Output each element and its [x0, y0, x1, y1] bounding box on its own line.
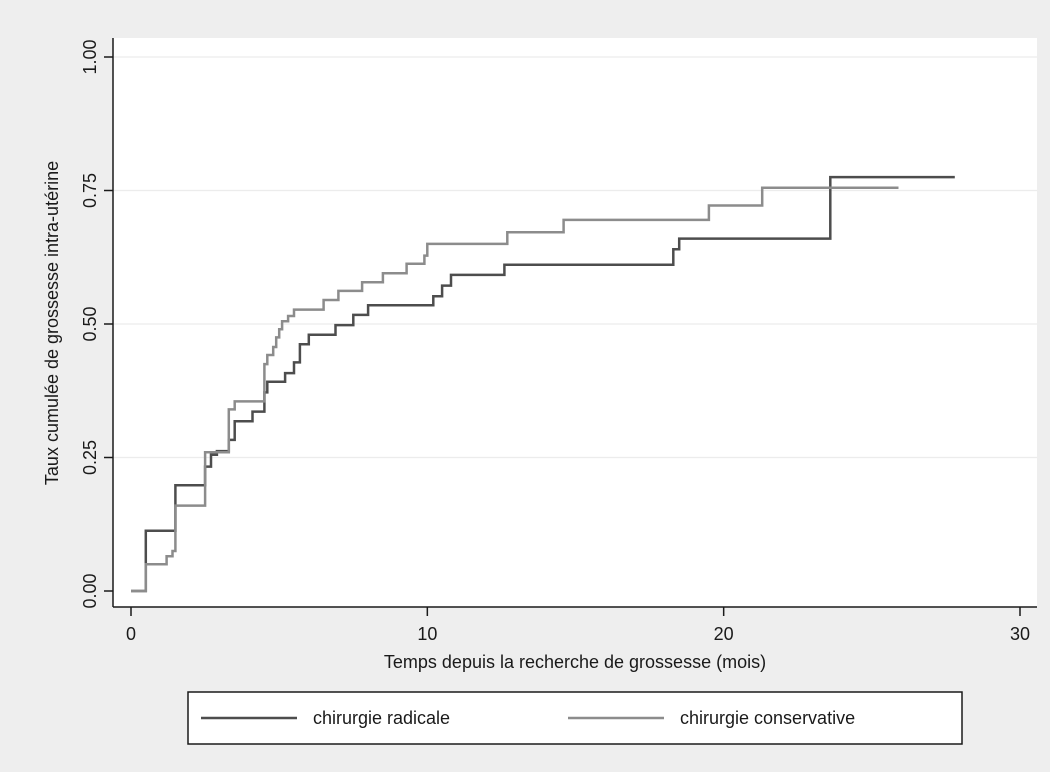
y-tick-label: 0.50: [80, 306, 100, 341]
y-tick-label: 0.25: [80, 440, 100, 475]
axis-layer: 0.00 0.25 0.50 0.75 1.00 0 10 20 30: [80, 38, 1037, 644]
y-tick-label: 0.75: [80, 173, 100, 208]
x-tick-label: 30: [1010, 624, 1030, 644]
series-line-conservative: [131, 186, 899, 593]
x-tick-label: 10: [417, 624, 437, 644]
x-tick-label: 0: [126, 624, 136, 644]
y-tick-label: 0.00: [80, 573, 100, 608]
y-tick-label: 1.00: [80, 39, 100, 74]
series-line-radicale: [131, 175, 955, 593]
grid-layer: [113, 56, 1037, 459]
series-layer: [131, 175, 955, 593]
y-axis-label: Taux cumulée de grossesse intra-utérine: [42, 161, 62, 485]
legend-label-conservative: chirurgie conservative: [680, 708, 855, 728]
x-axis-label: Temps depuis la recherche de grossesse (…: [384, 652, 766, 672]
x-tick-label: 20: [714, 624, 734, 644]
legend-label-radicale: chirurgie radicale: [313, 708, 450, 728]
plot-background: [113, 38, 1037, 607]
legend: chirurgie radicale chirurgie conservativ…: [187, 691, 963, 745]
